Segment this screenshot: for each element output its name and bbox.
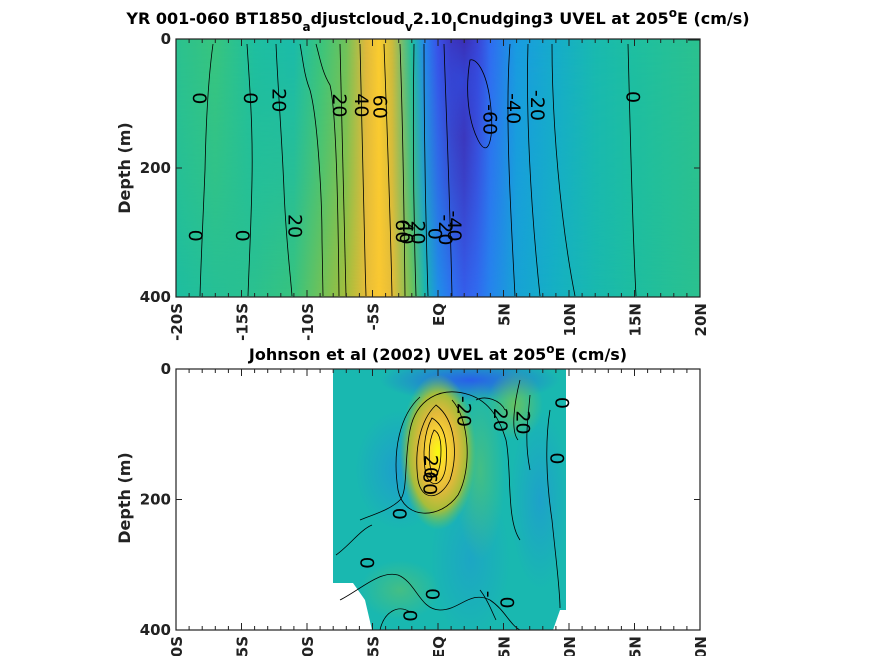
- x-tick-label: 20N: [692, 636, 710, 656]
- contour-label: 0: [551, 397, 573, 409]
- contour-label: 20: [328, 93, 350, 117]
- contour-label: -60: [479, 104, 501, 135]
- observation-y-axis-label: Depth (m): [115, 452, 134, 544]
- contour-label: 0: [231, 230, 253, 242]
- y-tick-label: 400: [140, 288, 171, 306]
- contour-label: 40: [395, 220, 417, 244]
- x-tick-label: -20S: [168, 303, 186, 341]
- contour-label: 0: [388, 508, 410, 520]
- contour-label: 0: [421, 588, 443, 600]
- model-x-ticks: -20S -15S -10S -5S EQ 5N 10N 15N 20N: [168, 39, 710, 341]
- x-tick-label: 15N: [627, 636, 645, 656]
- contour-label: 20: [283, 214, 305, 238]
- y-tick-label: 0: [161, 360, 171, 378]
- contour-label: 20: [407, 220, 429, 244]
- contour-label: -20: [452, 396, 474, 427]
- contour-label: 20: [420, 455, 442, 479]
- contour-label: 60: [418, 471, 440, 495]
- contour-label: 20: [268, 88, 290, 112]
- model-contours: [199, 39, 700, 297]
- x-tick-label: 5N: [496, 636, 514, 656]
- contour-label: -: [477, 591, 499, 598]
- contour-label: 0: [184, 230, 206, 242]
- model-heatmap: [176, 39, 700, 297]
- observation-panel: Johnson et al (2002) UVEL at 205oE (cm/s…: [115, 342, 710, 656]
- x-tick-label: -5S: [365, 303, 383, 330]
- x-tick-label: -5S: [365, 636, 383, 656]
- y-tick-label: 200: [140, 159, 171, 177]
- observation-undercurrent-core: [400, 374, 476, 530]
- x-tick-label: 20N: [692, 303, 710, 336]
- model-undercurrent-core: [434, 39, 490, 138]
- y-tick-label: 0: [161, 30, 171, 48]
- observation-heatmap: [333, 369, 566, 630]
- x-tick-label: 5N: [496, 303, 514, 326]
- x-tick-label: -15S: [234, 636, 252, 656]
- x-tick-label: 15N: [627, 303, 645, 336]
- model-panel-title: YR 001-060 BT1850adjustcloudv2.10ICnudgi…: [125, 6, 749, 34]
- contour-label: 0: [188, 92, 210, 104]
- model-y-axis-label: Depth (m): [115, 122, 134, 214]
- x-tick-label: EQ: [430, 303, 448, 326]
- contour-label: -20: [434, 214, 456, 245]
- x-tick-label: EQ: [430, 636, 448, 656]
- contour-label: 20: [489, 408, 511, 432]
- contour-label: 20: [511, 410, 533, 434]
- contour-label: -40: [443, 211, 465, 242]
- contour-label: 60: [369, 95, 391, 119]
- model-panel: YR 001-060 BT1850adjustcloudv2.10ICnudgi…: [115, 6, 750, 341]
- observation-panel-title: Johnson et al (2002) UVEL at 205oE (cm/s…: [248, 342, 627, 364]
- contour-label: 60: [391, 219, 413, 243]
- contour-label: 0: [545, 452, 567, 464]
- y-tick-label: 400: [140, 621, 171, 639]
- contour-label: 0: [424, 228, 446, 240]
- x-tick-label: -10S: [299, 636, 317, 656]
- x-tick-label: 10N: [561, 636, 579, 656]
- contour-label: 0: [355, 557, 377, 569]
- contour-label: -40: [502, 93, 524, 124]
- contour-label: 0: [621, 91, 643, 103]
- contour-label: 0: [399, 610, 421, 622]
- y-tick-label: 200: [140, 491, 171, 509]
- observation-x-ticks: -20S -15S -10S -5S EQ 5N 10N 15N 20N: [168, 369, 710, 656]
- contour-label: 0: [239, 92, 261, 104]
- observation-contours: [335, 379, 561, 631]
- contour-label: -20: [526, 90, 548, 121]
- x-tick-label: -15S: [234, 303, 252, 341]
- contour-label: 40: [350, 93, 372, 117]
- x-tick-label: 10N: [561, 303, 579, 336]
- contour-label: 0: [496, 597, 518, 609]
- x-tick-label: -20S: [168, 636, 186, 656]
- x-tick-label: -10S: [299, 303, 317, 341]
